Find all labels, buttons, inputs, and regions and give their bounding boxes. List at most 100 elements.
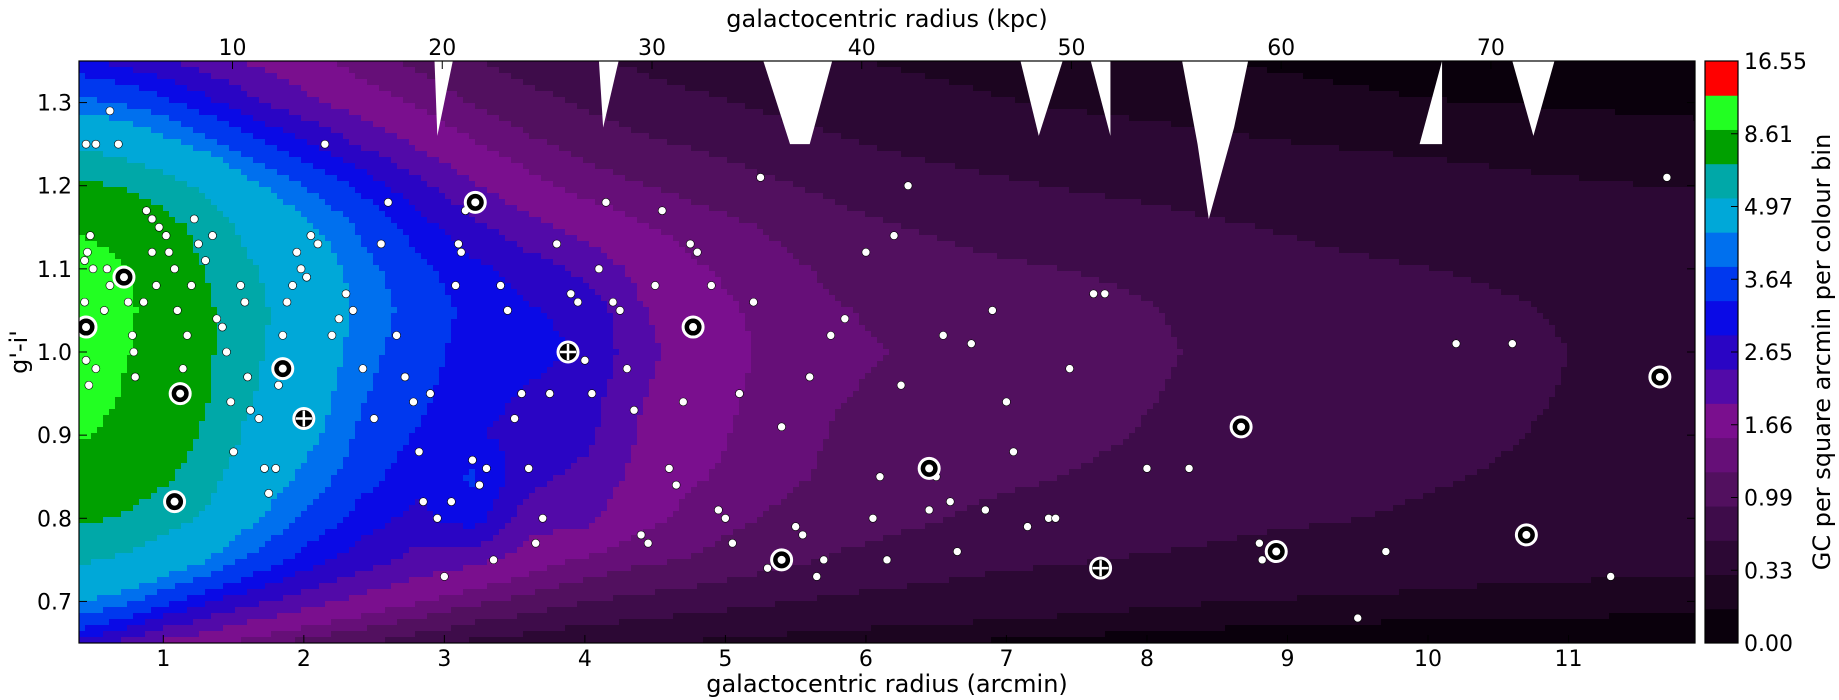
- density-cell: [163, 175, 170, 182]
- density-cell: [283, 229, 290, 236]
- density-cell: [139, 415, 146, 422]
- density-cell: [253, 97, 260, 104]
- density-cell: [223, 295, 230, 302]
- density-cell: [271, 235, 278, 242]
- density-cell: [367, 439, 374, 446]
- density-cell: [97, 529, 104, 536]
- density-cell: [193, 379, 200, 386]
- density-cell: [205, 451, 212, 458]
- density-cell: [211, 355, 218, 362]
- density-cell: [259, 613, 266, 620]
- density-cell: [97, 193, 104, 200]
- density-cell: [337, 379, 344, 386]
- density-cell: [277, 499, 284, 506]
- density-cell: [313, 631, 320, 638]
- density-cell: [139, 577, 146, 584]
- density-cell: [199, 535, 206, 542]
- density-cell: [217, 451, 224, 458]
- density-cell: [361, 619, 368, 626]
- density-cell: [79, 439, 86, 446]
- density-cell: [379, 559, 386, 566]
- density-cell: [175, 133, 182, 140]
- density-cell: [283, 145, 290, 152]
- density-cell: [199, 439, 206, 446]
- density-cell: [115, 469, 122, 476]
- density-cell: [91, 529, 98, 536]
- density-cell: [343, 553, 350, 560]
- density-cell: [265, 187, 272, 194]
- density-cell: [193, 481, 200, 488]
- density-cell: [151, 157, 158, 164]
- density-cell: [229, 223, 236, 230]
- density-cell: [349, 385, 356, 392]
- density-cell: [361, 133, 368, 140]
- density-cell: [109, 355, 116, 362]
- density-cell: [199, 307, 206, 314]
- density-cell: [199, 133, 206, 140]
- density-cell: [175, 613, 182, 620]
- density-cell: [349, 205, 356, 212]
- density-cell: [379, 463, 386, 470]
- density-cell: [217, 79, 224, 86]
- density-cell: [355, 433, 362, 440]
- density-cell: [361, 565, 368, 572]
- density-cell: [127, 61, 134, 68]
- density-cell: [235, 361, 242, 368]
- density-cell: [175, 121, 182, 128]
- density-cell: [145, 289, 152, 296]
- density-cell: [253, 379, 260, 386]
- density-cell: [241, 241, 248, 248]
- density-cell: [127, 577, 134, 584]
- density-cell: [211, 217, 218, 224]
- density-cell: [79, 121, 86, 128]
- density-cell: [337, 139, 344, 146]
- density-cell: [361, 445, 368, 452]
- density-cell: [139, 559, 146, 566]
- density-cell: [121, 355, 128, 362]
- density-cell: [253, 211, 260, 218]
- density-cell: [79, 217, 86, 224]
- density-cell: [211, 163, 218, 170]
- density-cell: [97, 589, 104, 596]
- density-cell: [271, 241, 278, 248]
- density-cell: [127, 439, 134, 446]
- density-cell: [319, 619, 326, 626]
- density-cell: [193, 529, 200, 536]
- density-cell: [313, 91, 320, 98]
- density-cell: [331, 349, 338, 356]
- density-cell: [85, 619, 92, 626]
- density-cell: [193, 415, 200, 422]
- density-cell: [385, 283, 392, 290]
- density-cell: [355, 337, 362, 344]
- density-cell: [109, 445, 116, 452]
- density-cell: [343, 175, 350, 182]
- density-cell: [379, 415, 386, 422]
- density-cell: [265, 271, 272, 278]
- density-cell: [103, 205, 110, 212]
- density-cell: [349, 169, 356, 176]
- density-cell: [265, 247, 272, 254]
- density-cell: [379, 109, 386, 116]
- density-cell: [313, 565, 320, 572]
- density-cell: [115, 475, 122, 482]
- density-cell: [373, 625, 380, 632]
- density-cell: [169, 619, 176, 626]
- density-cell: [211, 211, 218, 218]
- density-cell: [331, 505, 338, 512]
- density-cell: [151, 313, 158, 320]
- density-cell: [187, 493, 194, 500]
- density-cell: [373, 295, 380, 302]
- density-cell: [217, 361, 224, 368]
- density-cell: [367, 355, 374, 362]
- density-cell: [343, 169, 350, 176]
- density-cell: [289, 241, 296, 248]
- density-cell: [235, 91, 242, 98]
- density-cell: [97, 331, 104, 338]
- density-cell: [157, 301, 164, 308]
- density-cell: [289, 457, 296, 464]
- density-cell: [361, 271, 368, 278]
- density-cell: [289, 595, 296, 602]
- density-cell: [295, 571, 302, 578]
- density-cell: [151, 121, 158, 128]
- density-cell: [133, 181, 140, 188]
